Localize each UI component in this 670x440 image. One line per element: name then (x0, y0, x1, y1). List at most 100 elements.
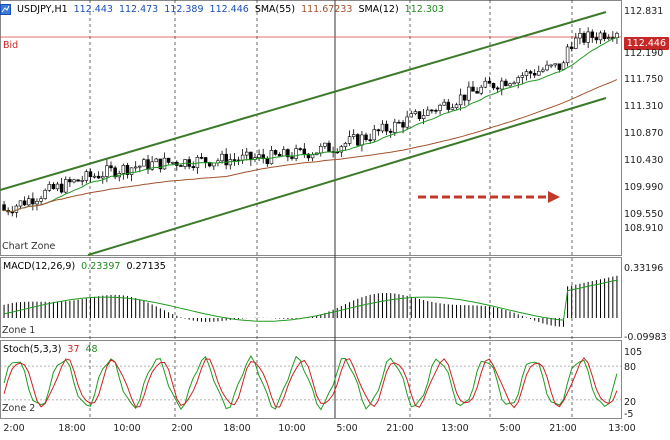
candle-body (306, 153, 311, 159)
candle-body (479, 86, 483, 94)
candle-body (162, 157, 167, 170)
macd-label: MACD(12,26,9) (3, 260, 76, 272)
high-value: 112.473 (118, 3, 159, 15)
stoch-tick: -5 (624, 409, 634, 420)
candle-body (364, 134, 368, 140)
candle-body (166, 157, 171, 163)
time-tick: 18:00 (58, 423, 86, 434)
candle-body (228, 159, 233, 166)
candle-body (327, 142, 331, 152)
stoch-signal-line (3, 357, 618, 409)
candle-body (154, 158, 158, 163)
candle-body (323, 142, 327, 147)
candle-body (368, 139, 372, 141)
candle-body (277, 154, 282, 157)
stoch-tick: 80 (624, 362, 637, 373)
candle-body (26, 198, 31, 206)
time-tick: 13:00 (441, 423, 469, 434)
macd-tick: -0.09983 (624, 332, 667, 343)
candle-body (528, 71, 533, 74)
candle-body (179, 165, 183, 167)
time-tick: 5:00 (499, 423, 521, 434)
candle-body (388, 130, 393, 133)
time-tick: 10:00 (113, 423, 141, 434)
candle-body (537, 71, 541, 76)
candle-body (298, 148, 302, 150)
price-tick: 108.910 (624, 223, 664, 234)
candle-body (290, 156, 294, 159)
candle-body (339, 146, 344, 153)
candle-body (113, 167, 117, 178)
trend-arrowhead (548, 191, 560, 203)
candle-body (294, 148, 298, 159)
candle-body (170, 161, 175, 164)
sma12-label: SMA(12) (358, 3, 399, 15)
candle-body (397, 121, 401, 124)
candle-body (569, 46, 574, 49)
candle-body (96, 175, 101, 179)
candle-body (598, 32, 603, 41)
close-value: 112.446 (209, 3, 249, 15)
candle-body (269, 150, 274, 165)
candle-body (372, 129, 376, 141)
time-tick: 18:00 (223, 423, 251, 434)
candle-body (413, 111, 418, 114)
candle-body (532, 73, 537, 76)
candle-body (516, 77, 520, 84)
candle-body (360, 134, 364, 146)
candle-body (72, 179, 76, 183)
candle-body (261, 154, 265, 159)
candle-body (224, 153, 228, 166)
zone-2-label: Zone 2 (2, 403, 36, 414)
symbol-label: USDJPY,H1 (17, 3, 68, 15)
candle-body (351, 134, 356, 137)
stoch-tick: 20 (624, 397, 637, 408)
symbol-icon (0, 3, 11, 15)
candle-body (80, 180, 84, 182)
candle-body (22, 200, 27, 206)
channel-upper-line (0, 11, 607, 191)
candle-body (508, 83, 512, 87)
stoch-main-line (3, 354, 618, 411)
open-value: 112.443 (73, 3, 113, 15)
candle-body (491, 83, 496, 89)
candle-body (92, 175, 97, 178)
candle-body (520, 75, 525, 78)
candle-body (39, 198, 43, 202)
sma-55-line (4, 79, 618, 213)
sma-12-line (4, 37, 618, 213)
candle-body (463, 94, 467, 101)
candle-body (512, 82, 516, 85)
candle-body (450, 107, 455, 110)
candle-body (504, 80, 508, 87)
time-tick: 2:00 (171, 423, 193, 434)
macd-value-1: 0.23397 (81, 260, 121, 272)
candle-body (442, 101, 446, 106)
candle-body (545, 64, 549, 71)
candle-body (458, 94, 463, 106)
candle-body (417, 111, 422, 120)
candle-body (475, 90, 479, 94)
stoch-header: Stoch(5,3,3) 37 48 (0, 342, 101, 356)
price-tick: 109.990 (624, 182, 664, 193)
candle-body (565, 46, 570, 64)
candle-body (553, 63, 557, 66)
candle-body (384, 123, 389, 132)
sma12-value: 112.303 (404, 3, 444, 15)
macd-value-2: 0.27135 (126, 260, 166, 272)
candle-body (421, 115, 426, 120)
macd-tick: 0.33196 (624, 263, 664, 274)
candle-body (220, 153, 224, 162)
price-tick: 110.870 (624, 128, 664, 139)
price-tick: 111.310 (624, 101, 664, 112)
candle-body (125, 164, 130, 175)
candle-body (578, 32, 582, 39)
macd-header: MACD(12,26,9) 0.23397 0.27135 (0, 259, 169, 273)
candle-body (586, 31, 590, 43)
candle-body (146, 159, 150, 170)
channel-lower-line (87, 97, 607, 256)
candle-body (121, 164, 126, 174)
candle-body (467, 86, 471, 101)
time-tick: 13:00 (608, 423, 636, 434)
